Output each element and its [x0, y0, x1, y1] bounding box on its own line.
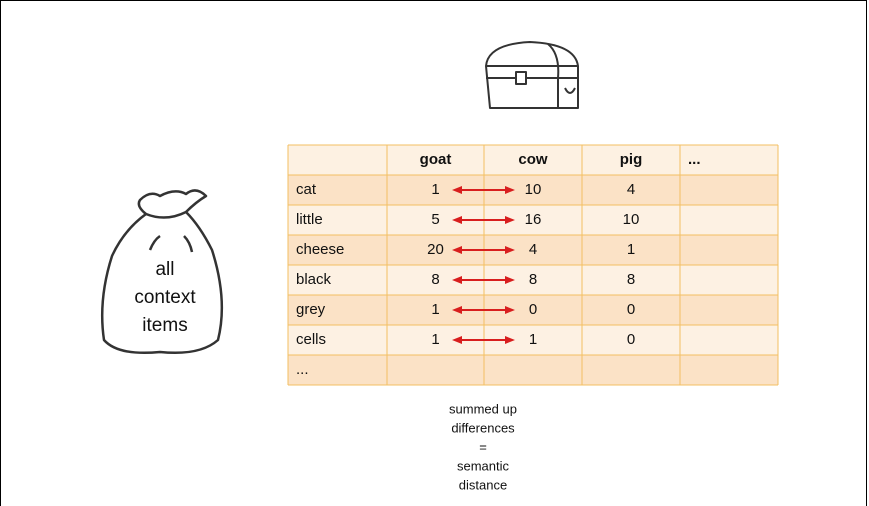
- row-label: little: [296, 211, 323, 228]
- table-row: [288, 145, 778, 175]
- table-cell: 1: [627, 241, 635, 258]
- table-cell: 8: [431, 271, 439, 288]
- table-cell: 0: [529, 301, 537, 318]
- table-cell: 10: [525, 181, 542, 198]
- table-cell: 20: [427, 241, 444, 258]
- caption: summed up differences = semantic distance: [449, 401, 517, 492]
- caption-line: distance: [459, 477, 507, 492]
- caption-line: semantic: [457, 458, 510, 473]
- table-cell: 16: [525, 211, 542, 228]
- table-cell: 10: [623, 211, 640, 228]
- bag-text: context: [134, 287, 196, 308]
- table-row: [288, 235, 778, 265]
- table-cell: 8: [529, 271, 537, 288]
- table-row: [288, 325, 778, 355]
- table-cell: 0: [627, 331, 635, 348]
- chest-icon: [485, 41, 579, 109]
- header-cell: cow: [518, 151, 548, 168]
- table-cell: 8: [627, 271, 635, 288]
- row-label: grey: [296, 301, 326, 318]
- header-cell: ...: [688, 151, 701, 168]
- row-label: black: [296, 271, 332, 288]
- caption-line: =: [479, 439, 487, 454]
- table-row: [288, 205, 778, 235]
- table-cell: 0: [627, 301, 635, 318]
- table-row: [288, 265, 778, 295]
- row-label: cat: [296, 181, 317, 198]
- table-cell: 5: [431, 211, 439, 228]
- table-cell: 4: [529, 241, 537, 258]
- table-cell: 1: [529, 331, 537, 348]
- caption-line: differences: [451, 420, 515, 435]
- row-label: cells: [296, 331, 326, 348]
- bag-text: all: [155, 259, 174, 280]
- header-cell: pig: [620, 151, 643, 168]
- table-row: [288, 295, 778, 325]
- table-row: [288, 175, 778, 205]
- table-cell: 1: [431, 331, 439, 348]
- table-cell: 1: [431, 181, 439, 198]
- bag-label: all context items: [134, 259, 196, 336]
- table-cell: 4: [627, 181, 635, 198]
- table-row: [288, 355, 778, 385]
- table-cell: 1: [431, 301, 439, 318]
- bag-text: items: [142, 315, 187, 336]
- row-label: ...: [296, 361, 309, 378]
- caption-line: summed up: [449, 401, 517, 416]
- row-label: cheese: [296, 241, 344, 258]
- header-cell: goat: [420, 151, 452, 168]
- bag-icon: [100, 189, 224, 354]
